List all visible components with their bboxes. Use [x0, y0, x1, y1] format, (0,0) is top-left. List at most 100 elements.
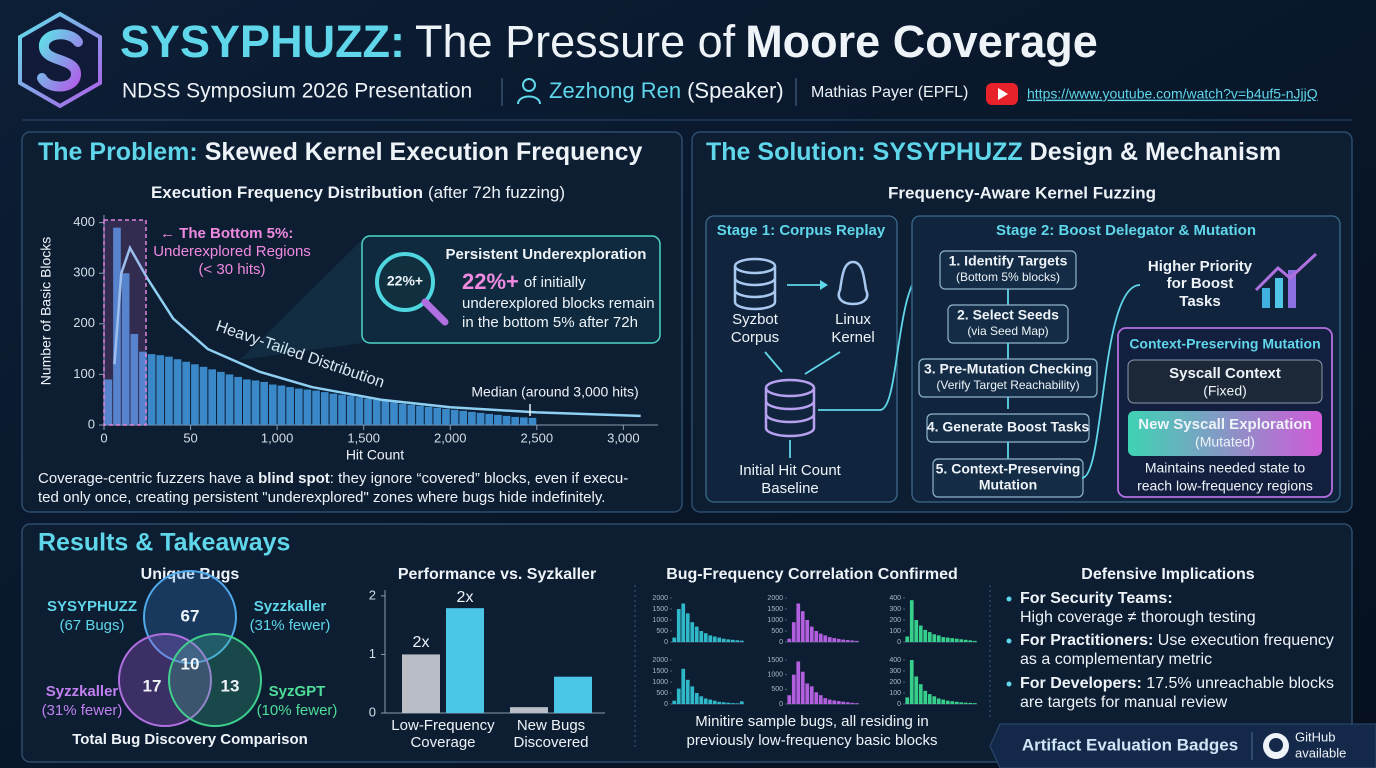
histogram-bar [121, 273, 130, 425]
bar [823, 698, 828, 704]
heading-lead: The Solution: SYSYPHUZZ [706, 138, 1023, 166]
histogram-bar [433, 407, 442, 425]
histogram-bar [320, 392, 329, 425]
bar [676, 609, 681, 642]
video-link[interactable]: https://www.youtube.com/watch?v=b4uf5-nJ… [1027, 86, 1318, 102]
bar [809, 626, 814, 642]
stage2-title: Stage 2: Boost Delegator & Mutation [996, 222, 1256, 239]
bar [923, 629, 928, 642]
histogram-bar [450, 409, 459, 425]
title-end: Moore Coverage [745, 16, 1098, 67]
highlight-range: (< 30 hits) [198, 261, 265, 278]
bar [446, 608, 484, 713]
bar [827, 699, 832, 704]
venn-circle [143, 570, 237, 664]
heading-rest: Design & Mechanism [1030, 138, 1281, 166]
context-note: reach low-frequency regions [1137, 478, 1313, 494]
highlight-title: ← The Bottom 5%: [160, 225, 293, 242]
venn-count: 13 [221, 676, 240, 695]
corpus-label: Corpus [731, 329, 779, 346]
bar [845, 640, 850, 642]
bar [968, 702, 973, 704]
bar [708, 635, 713, 642]
histogram-bar [355, 397, 364, 425]
bar [699, 696, 704, 704]
caption-rest: : they ignore “covered” blocks, even if … [330, 470, 628, 487]
step-text: 3. Pre-Mutation Checking [924, 361, 1092, 377]
annotation: 2x [457, 589, 474, 606]
kernel-label: Kernel [831, 329, 874, 346]
caption-lead: Coverage-centric fuzzers have a [38, 470, 258, 487]
histogram-bar [173, 359, 182, 425]
bar [950, 638, 955, 642]
bar [841, 639, 846, 642]
bar [823, 635, 828, 642]
bar [905, 636, 910, 642]
histogram-bar [208, 369, 217, 425]
bar [708, 699, 713, 704]
bar [694, 693, 699, 704]
stage1-title: Stage 1: Corpus Replay [717, 222, 886, 239]
bar [905, 697, 910, 704]
venn-circle [168, 633, 262, 727]
priority-text: Tasks [1179, 293, 1220, 310]
caption: Coverage-centric fuzzers have a blind sp… [38, 470, 628, 487]
venn-label: (10% fewer) [257, 702, 338, 719]
y-axis-label: Number of Basic Blocks [38, 237, 54, 386]
histogram-bar [528, 417, 537, 425]
bar [699, 631, 704, 642]
bullet [1006, 681, 1012, 687]
bar [972, 640, 977, 642]
bar [791, 674, 796, 704]
context-note: Maintains needed state to [1145, 460, 1306, 476]
bar [841, 701, 846, 704]
bar [672, 700, 677, 704]
bar [927, 694, 932, 704]
y-tick-label: 0 [664, 639, 668, 646]
correlation-caption: Minitire sample bugs, all residing in [695, 713, 928, 730]
venn-count: 10 [181, 654, 200, 673]
annotation: 2x [413, 634, 430, 651]
item-lead: For Security Teams: [1020, 590, 1173, 607]
bar [800, 671, 805, 704]
histogram-bar [502, 415, 511, 425]
bar [735, 640, 740, 642]
x-tick-label: 1,000 [261, 430, 294, 445]
step-text: 2. Select Seeds [957, 307, 1059, 323]
stage1-box [705, 215, 898, 503]
bar [836, 638, 841, 642]
bar [827, 637, 832, 642]
histogram-bar [303, 389, 312, 425]
bar [950, 701, 955, 704]
results-panel [21, 523, 1353, 763]
venn-label: SyzGPT [269, 683, 326, 700]
histogram-bar [494, 414, 502, 425]
correlation-caption: previously low-frequency basic blocks [687, 732, 938, 749]
bar [796, 661, 801, 704]
bar [850, 702, 855, 704]
github-label: available [1295, 745, 1346, 760]
bar [945, 637, 950, 642]
solution-subtitle: Frequency-Aware Kernel Fuzzing [888, 183, 1156, 202]
bar [726, 639, 731, 642]
bar [932, 696, 937, 704]
y-tick-label: 0 [897, 701, 901, 708]
histogram-bar [338, 394, 346, 425]
results-heading: Results & Takeaways [38, 529, 290, 557]
category-label: Coverage [410, 734, 475, 751]
histogram-bar [191, 364, 199, 425]
histogram-bar [312, 390, 320, 425]
badges-title: Artifact Evaluation Badges [1022, 735, 1238, 754]
bar [672, 637, 677, 642]
venn-caption: Total Bug Discovery Comparison [72, 731, 308, 748]
x-tick-label: 1,500 [347, 430, 380, 445]
median-label: Median (around 3,000 hits) [471, 384, 638, 400]
fixed-label: Syscall Context [1169, 365, 1281, 382]
y-tick-label: 2000 [652, 595, 668, 602]
y-tick-label: 1500 [652, 606, 668, 613]
y-tick-label: 500 [656, 628, 668, 635]
bar [954, 701, 959, 704]
distribution-curve [113, 244, 641, 418]
y-tick-label: 1500 [767, 657, 783, 664]
